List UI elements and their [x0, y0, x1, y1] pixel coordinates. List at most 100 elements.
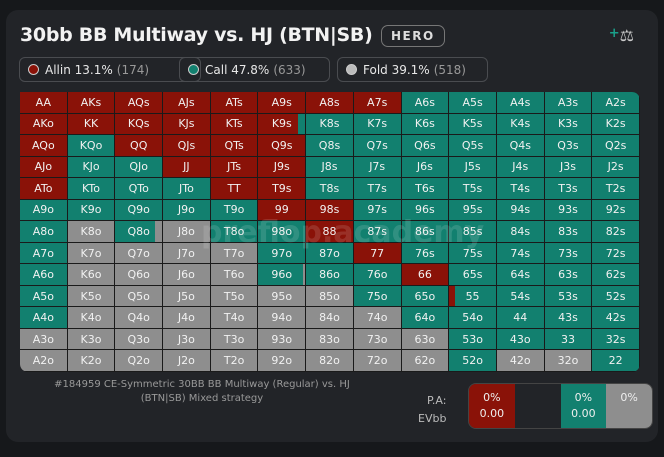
scale-compare-icon[interactable]: +⚖ — [608, 26, 634, 45]
hand-cell[interactable]: 92s — [592, 199, 640, 222]
hand-cell[interactable]: Q8s — [306, 135, 354, 157]
hand-cell[interactable]: A2o — [20, 350, 68, 372]
hand-cell[interactable]: QQ — [115, 135, 164, 157]
hand-cell[interactable]: AQs — [115, 92, 164, 114]
hand-cell[interactable]: 87s — [353, 221, 402, 243]
hand-cell[interactable]: 54s — [496, 285, 545, 308]
hand-cell[interactable]: AA — [20, 92, 68, 114]
hand-cell[interactable]: 52s — [592, 285, 640, 308]
hand-cell[interactable]: 72o — [353, 350, 402, 372]
hand-cell[interactable]: Q5o — [115, 285, 164, 308]
hand-cell[interactable]: T5o — [210, 285, 259, 308]
hand-cell[interactable]: 88 — [306, 221, 354, 243]
hand-cell[interactable]: 72s — [592, 242, 640, 265]
hand-cell[interactable]: J8s — [306, 156, 354, 179]
hand-cell[interactable]: J7s — [353, 156, 402, 179]
hand-cell[interactable]: 52o — [449, 350, 497, 372]
hand-cell[interactable]: AQo — [20, 135, 68, 157]
hand-cell[interactable]: K8o — [67, 221, 116, 243]
hand-cell[interactable]: A6o — [20, 264, 68, 286]
hand-cell[interactable]: 76s — [401, 242, 450, 265]
hand-cell[interactable]: 43o — [496, 328, 545, 351]
hand-cell[interactable]: Q5s — [449, 135, 497, 157]
hand-cell[interactable]: 94o — [258, 307, 307, 329]
hand-cell[interactable]: T8s — [306, 178, 354, 200]
hand-cell[interactable]: 73s — [544, 242, 593, 265]
hand-cell[interactable]: K8s — [306, 113, 354, 136]
legend-allin[interactable]: Allin 13.1% (174) — [19, 57, 201, 82]
hand-cell[interactable]: T4o — [210, 307, 259, 329]
hand-cell[interactable]: J4s — [496, 156, 545, 179]
hand-cell[interactable]: 76o — [353, 264, 402, 286]
hand-cell[interactable]: QTs — [210, 135, 259, 157]
hand-cell[interactable]: T8o — [210, 221, 259, 243]
hand-cell[interactable]: Q9s — [258, 135, 307, 157]
hand-cell[interactable]: Q2s — [592, 135, 640, 157]
hand-cell[interactable]: AJs — [163, 92, 211, 114]
hand-cell[interactable]: Q3s — [544, 135, 593, 157]
hand-cell[interactable]: K7s — [353, 113, 402, 136]
hand-cell[interactable]: AJo — [20, 156, 68, 179]
hand-cell[interactable]: T9o — [210, 199, 259, 222]
hand-cell[interactable]: 42o — [496, 350, 545, 372]
hand-cell[interactable]: 84s — [496, 221, 545, 243]
hand-cell[interactable]: TT — [210, 178, 259, 200]
hand-cell[interactable]: 64o — [401, 307, 450, 329]
hand-cell[interactable]: J2o — [163, 350, 211, 372]
hand-cell[interactable]: K3o — [67, 328, 116, 351]
hand-cell[interactable]: J3s — [544, 156, 593, 179]
hand-cell[interactable]: 62o — [401, 350, 450, 372]
hand-cell[interactable]: Q2o — [115, 350, 164, 372]
hand-cell[interactable]: J5o — [163, 285, 211, 308]
hand-cell[interactable]: K6o — [67, 264, 116, 286]
hand-cell[interactable]: T7o — [210, 242, 259, 265]
hand-cell[interactable]: 82s — [592, 221, 640, 243]
hand-cell[interactable]: AKs — [67, 92, 116, 114]
hand-cell[interactable]: 86o — [306, 264, 354, 286]
hand-cell[interactable]: QJo — [115, 156, 164, 179]
hand-cell[interactable]: 75s — [449, 242, 497, 265]
hand-cell[interactable]: K7o — [67, 242, 116, 265]
hand-cell[interactable]: K4s — [496, 113, 545, 136]
hand-cell[interactable]: K2o — [67, 350, 116, 372]
hand-cell[interactable]: T3o — [210, 328, 259, 351]
hand-cell[interactable]: 74o — [353, 307, 402, 329]
hand-cell[interactable]: 62s — [592, 264, 640, 286]
hand-cell[interactable]: 65s — [449, 264, 497, 286]
hand-cell[interactable]: J6o — [163, 264, 211, 286]
hand-cell[interactable]: K5s — [449, 113, 497, 136]
hand-cell[interactable]: 42s — [592, 307, 640, 329]
hand-cell[interactable]: 95o — [258, 285, 307, 308]
hand-cell[interactable]: 65o — [401, 285, 450, 308]
hand-cell[interactable]: ATs — [210, 92, 259, 114]
hero-badge[interactable]: HERO — [381, 25, 445, 47]
hand-cell[interactable]: 93o — [258, 328, 307, 351]
hand-cell[interactable]: K6s — [401, 113, 450, 136]
hand-cell[interactable]: KJs — [163, 113, 211, 136]
hand-cell[interactable]: J9o — [163, 199, 211, 222]
hand-cell[interactable]: A7s — [353, 92, 402, 114]
hand-cell[interactable]: T6s — [401, 178, 450, 200]
hand-cell[interactable]: Q8o — [115, 221, 164, 243]
hand-cell[interactable]: 54o — [449, 307, 497, 329]
hand-cell[interactable]: Q7o — [115, 242, 164, 265]
hand-cell[interactable]: J4o — [163, 307, 211, 329]
hand-cell[interactable]: 32o — [544, 350, 593, 372]
hand-cell[interactable]: T4s — [496, 178, 545, 200]
hand-cell[interactable]: J8o — [163, 221, 211, 243]
hand-cell[interactable]: 83o — [306, 328, 354, 351]
hand-cell[interactable]: 53o — [449, 328, 497, 351]
hand-cell[interactable]: J9s — [258, 156, 307, 179]
hand-cell[interactable]: T7s — [353, 178, 402, 200]
hand-cell[interactable]: ATo — [20, 178, 68, 200]
hand-cell[interactable]: A4s — [496, 92, 545, 114]
hand-cell[interactable]: 33 — [544, 328, 593, 351]
hand-cell[interactable]: K2s — [592, 113, 640, 136]
legend-call[interactable]: Call 47.8% (633) — [179, 57, 330, 82]
hand-cell[interactable]: 94s — [496, 199, 545, 222]
hand-cell[interactable]: 83s — [544, 221, 593, 243]
hand-cell[interactable]: 44 — [496, 307, 545, 329]
hand-cell[interactable]: 73o — [353, 328, 402, 351]
hand-cell[interactable]: 63o — [401, 328, 450, 351]
hand-cell[interactable]: A7o — [20, 242, 68, 265]
